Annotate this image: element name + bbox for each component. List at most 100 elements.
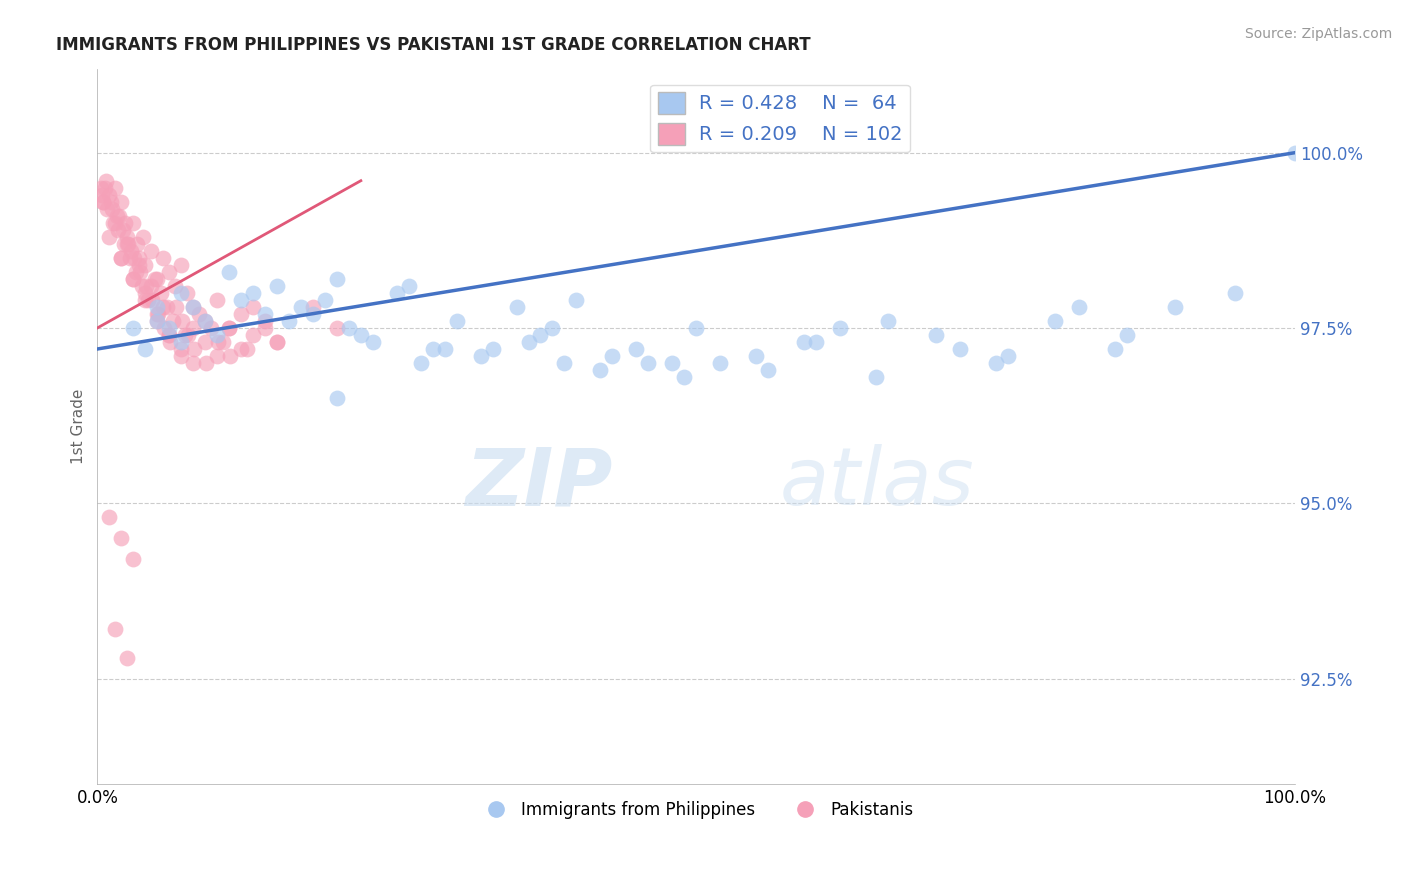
- Point: [188, 307, 211, 321]
- Point: [194, 334, 217, 349]
- Text: ZIP: ZIP: [465, 444, 613, 523]
- Point: [90, 180, 112, 194]
- Point: [242, 328, 264, 343]
- Point: [1045, 314, 1067, 328]
- Point: [1069, 300, 1091, 314]
- Point: [422, 342, 444, 356]
- Text: Source: ZipAtlas.com: Source: ZipAtlas.com: [1244, 27, 1392, 41]
- Point: [266, 279, 288, 293]
- Point: [218, 321, 240, 335]
- Point: [170, 342, 193, 356]
- Point: [361, 334, 384, 349]
- Point: [529, 328, 551, 343]
- Point: [117, 650, 139, 665]
- Point: [122, 216, 145, 230]
- Point: [433, 342, 456, 356]
- Point: [125, 236, 148, 251]
- Point: [122, 552, 145, 566]
- Point: [183, 342, 205, 356]
- Point: [205, 293, 228, 307]
- Point: [157, 328, 180, 343]
- Point: [177, 328, 200, 343]
- Point: [253, 321, 276, 335]
- Point: [470, 349, 492, 363]
- Point: [141, 244, 163, 258]
- Text: atlas: atlas: [780, 444, 974, 523]
- Point: [350, 328, 373, 343]
- Point: [173, 328, 195, 343]
- Point: [709, 356, 731, 370]
- Point: [207, 334, 229, 349]
- Point: [266, 334, 288, 349]
- Point: [101, 216, 124, 230]
- Point: [132, 229, 155, 244]
- Point: [229, 307, 252, 321]
- Point: [157, 321, 180, 335]
- Point: [756, 363, 779, 377]
- Point: [172, 314, 194, 328]
- Point: [134, 293, 156, 307]
- Point: [218, 265, 240, 279]
- Point: [136, 293, 159, 307]
- Point: [110, 251, 132, 265]
- Point: [135, 279, 157, 293]
- Point: [266, 334, 288, 349]
- Point: [229, 293, 252, 307]
- Point: [326, 391, 349, 405]
- Point: [181, 321, 204, 335]
- Point: [170, 285, 193, 300]
- Point: [165, 300, 187, 314]
- Point: [112, 236, 135, 251]
- Point: [176, 285, 198, 300]
- Point: [157, 328, 180, 343]
- Point: [93, 180, 115, 194]
- Point: [517, 334, 540, 349]
- Point: [91, 194, 114, 209]
- Point: [105, 209, 128, 223]
- Point: [326, 321, 349, 335]
- Point: [104, 623, 127, 637]
- Point: [290, 300, 312, 314]
- Point: [1284, 145, 1306, 160]
- Point: [302, 300, 325, 314]
- Point: [589, 363, 612, 377]
- Point: [146, 314, 169, 328]
- Point: [553, 356, 575, 370]
- Point: [876, 314, 898, 328]
- Point: [124, 251, 146, 265]
- Point: [253, 314, 276, 328]
- Point: [219, 349, 242, 363]
- Point: [326, 272, 349, 286]
- Point: [828, 321, 851, 335]
- Point: [152, 251, 174, 265]
- Point: [170, 349, 193, 363]
- Point: [505, 300, 527, 314]
- Point: [146, 307, 169, 321]
- Point: [181, 300, 204, 314]
- Point: [200, 321, 222, 335]
- Point: [122, 272, 145, 286]
- Point: [242, 285, 264, 300]
- Point: [446, 314, 468, 328]
- Point: [242, 300, 264, 314]
- Point: [1223, 285, 1246, 300]
- Point: [673, 370, 696, 384]
- Point: [98, 187, 121, 202]
- Point: [118, 251, 141, 265]
- Point: [146, 314, 169, 328]
- Point: [111, 223, 134, 237]
- Point: [96, 202, 118, 216]
- Point: [124, 265, 146, 279]
- Point: [218, 321, 240, 335]
- Point: [205, 349, 228, 363]
- Point: [302, 307, 325, 321]
- Point: [91, 187, 114, 202]
- Point: [110, 531, 132, 545]
- Point: [152, 300, 174, 314]
- Point: [637, 356, 659, 370]
- Point: [98, 229, 121, 244]
- Point: [131, 279, 153, 293]
- Text: IMMIGRANTS FROM PHILIPPINES VS PAKISTANI 1ST GRADE CORRELATION CHART: IMMIGRANTS FROM PHILIPPINES VS PAKISTANI…: [56, 36, 811, 54]
- Point: [122, 272, 145, 286]
- Point: [565, 293, 588, 307]
